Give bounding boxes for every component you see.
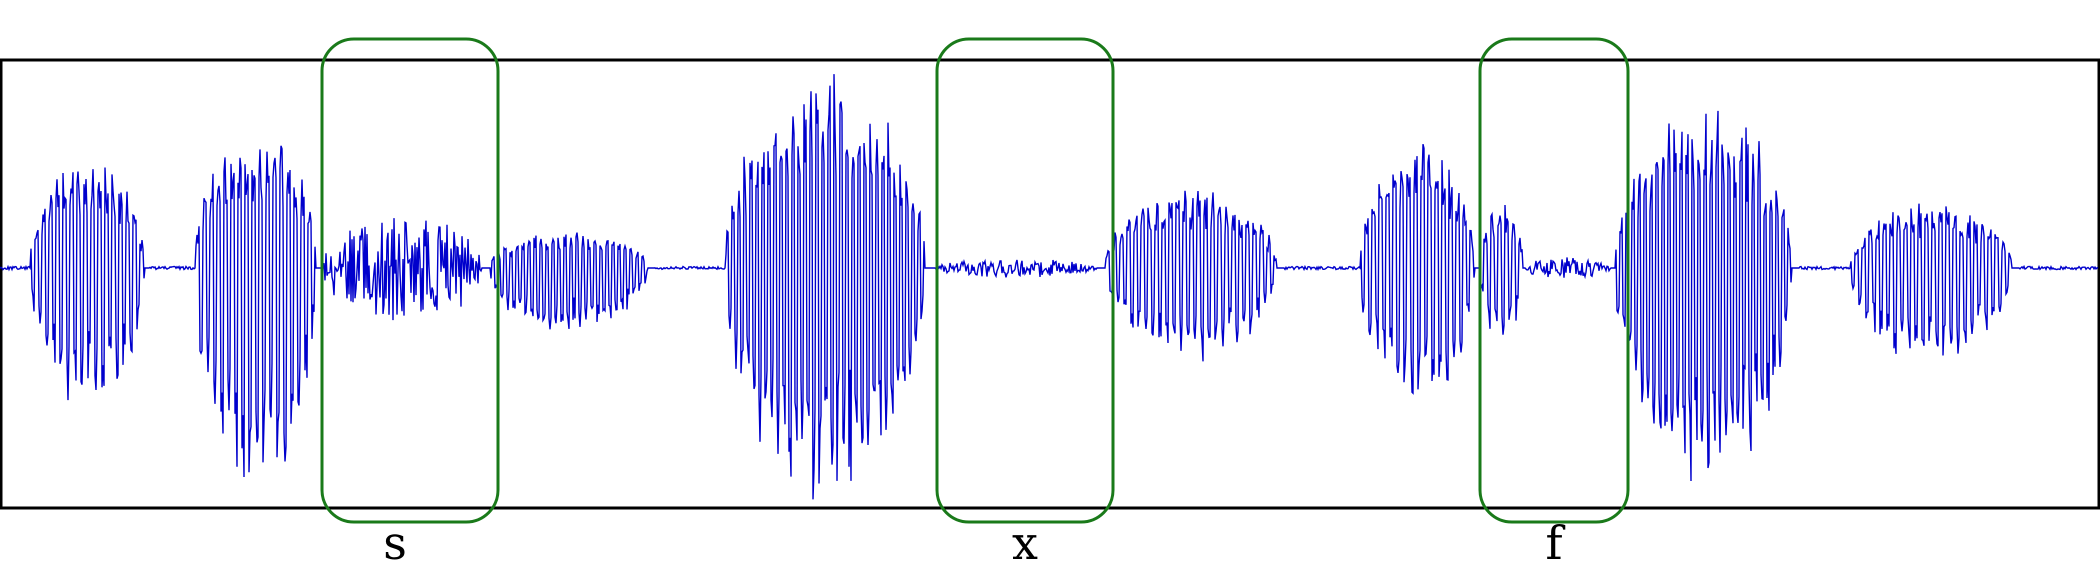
waveform-frame [0,58,2100,510]
segment-box-f [1478,37,1630,524]
segment-box-x [935,37,1115,524]
segment-label-f: f [1545,516,1563,570]
segment-box-s [320,37,500,524]
segment-label-x: x [1012,516,1038,570]
segment-label-s: s [383,516,407,570]
speech-waveform [0,74,2099,500]
